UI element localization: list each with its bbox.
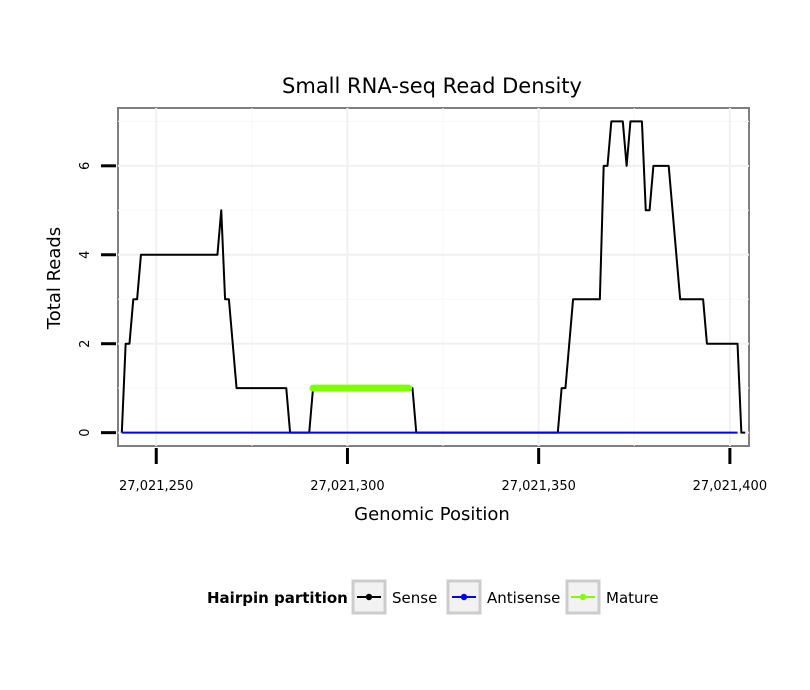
legend-label-antisense: Antisense (487, 589, 560, 607)
x-axis-ticks: 27,021,250 27,021,300 27,021,350 27,021,400 (119, 448, 767, 494)
x-tick-label: 27,021,400 (693, 479, 767, 494)
y-tick-label: 6 (78, 162, 93, 170)
series-sense (120, 120, 746, 434)
legend-title: Hairpin partition (207, 589, 348, 607)
series-line-sense (120, 120, 746, 434)
x-tick-label: 27,021,250 (119, 479, 193, 494)
y-axis-ticks: 0 2 4 6 (78, 162, 116, 437)
legend-point-sense (365, 593, 373, 601)
legend-label-sense: Sense (392, 589, 437, 607)
chart-title: Small RNA-seq Read Density (282, 74, 582, 98)
x-axis-label: Genomic Position (354, 504, 510, 525)
minor-grid (118, 108, 749, 446)
y-tick-label: 0 (78, 429, 93, 437)
x-tick-label: 27,021,300 (310, 479, 384, 494)
y-tick-label: 4 (78, 251, 93, 259)
legend: Hairpin partition Sense Antisense Mature (207, 579, 659, 615)
x-tick-label: 27,021,350 (501, 479, 575, 494)
plot-panel (117, 107, 750, 447)
y-tick-label: 2 (78, 340, 93, 348)
legend-label-mature: Mature (606, 589, 659, 607)
legend-point-antisense (460, 593, 468, 601)
y-axis-label: Total Reads (44, 227, 65, 330)
legend-point-mature (579, 593, 587, 601)
